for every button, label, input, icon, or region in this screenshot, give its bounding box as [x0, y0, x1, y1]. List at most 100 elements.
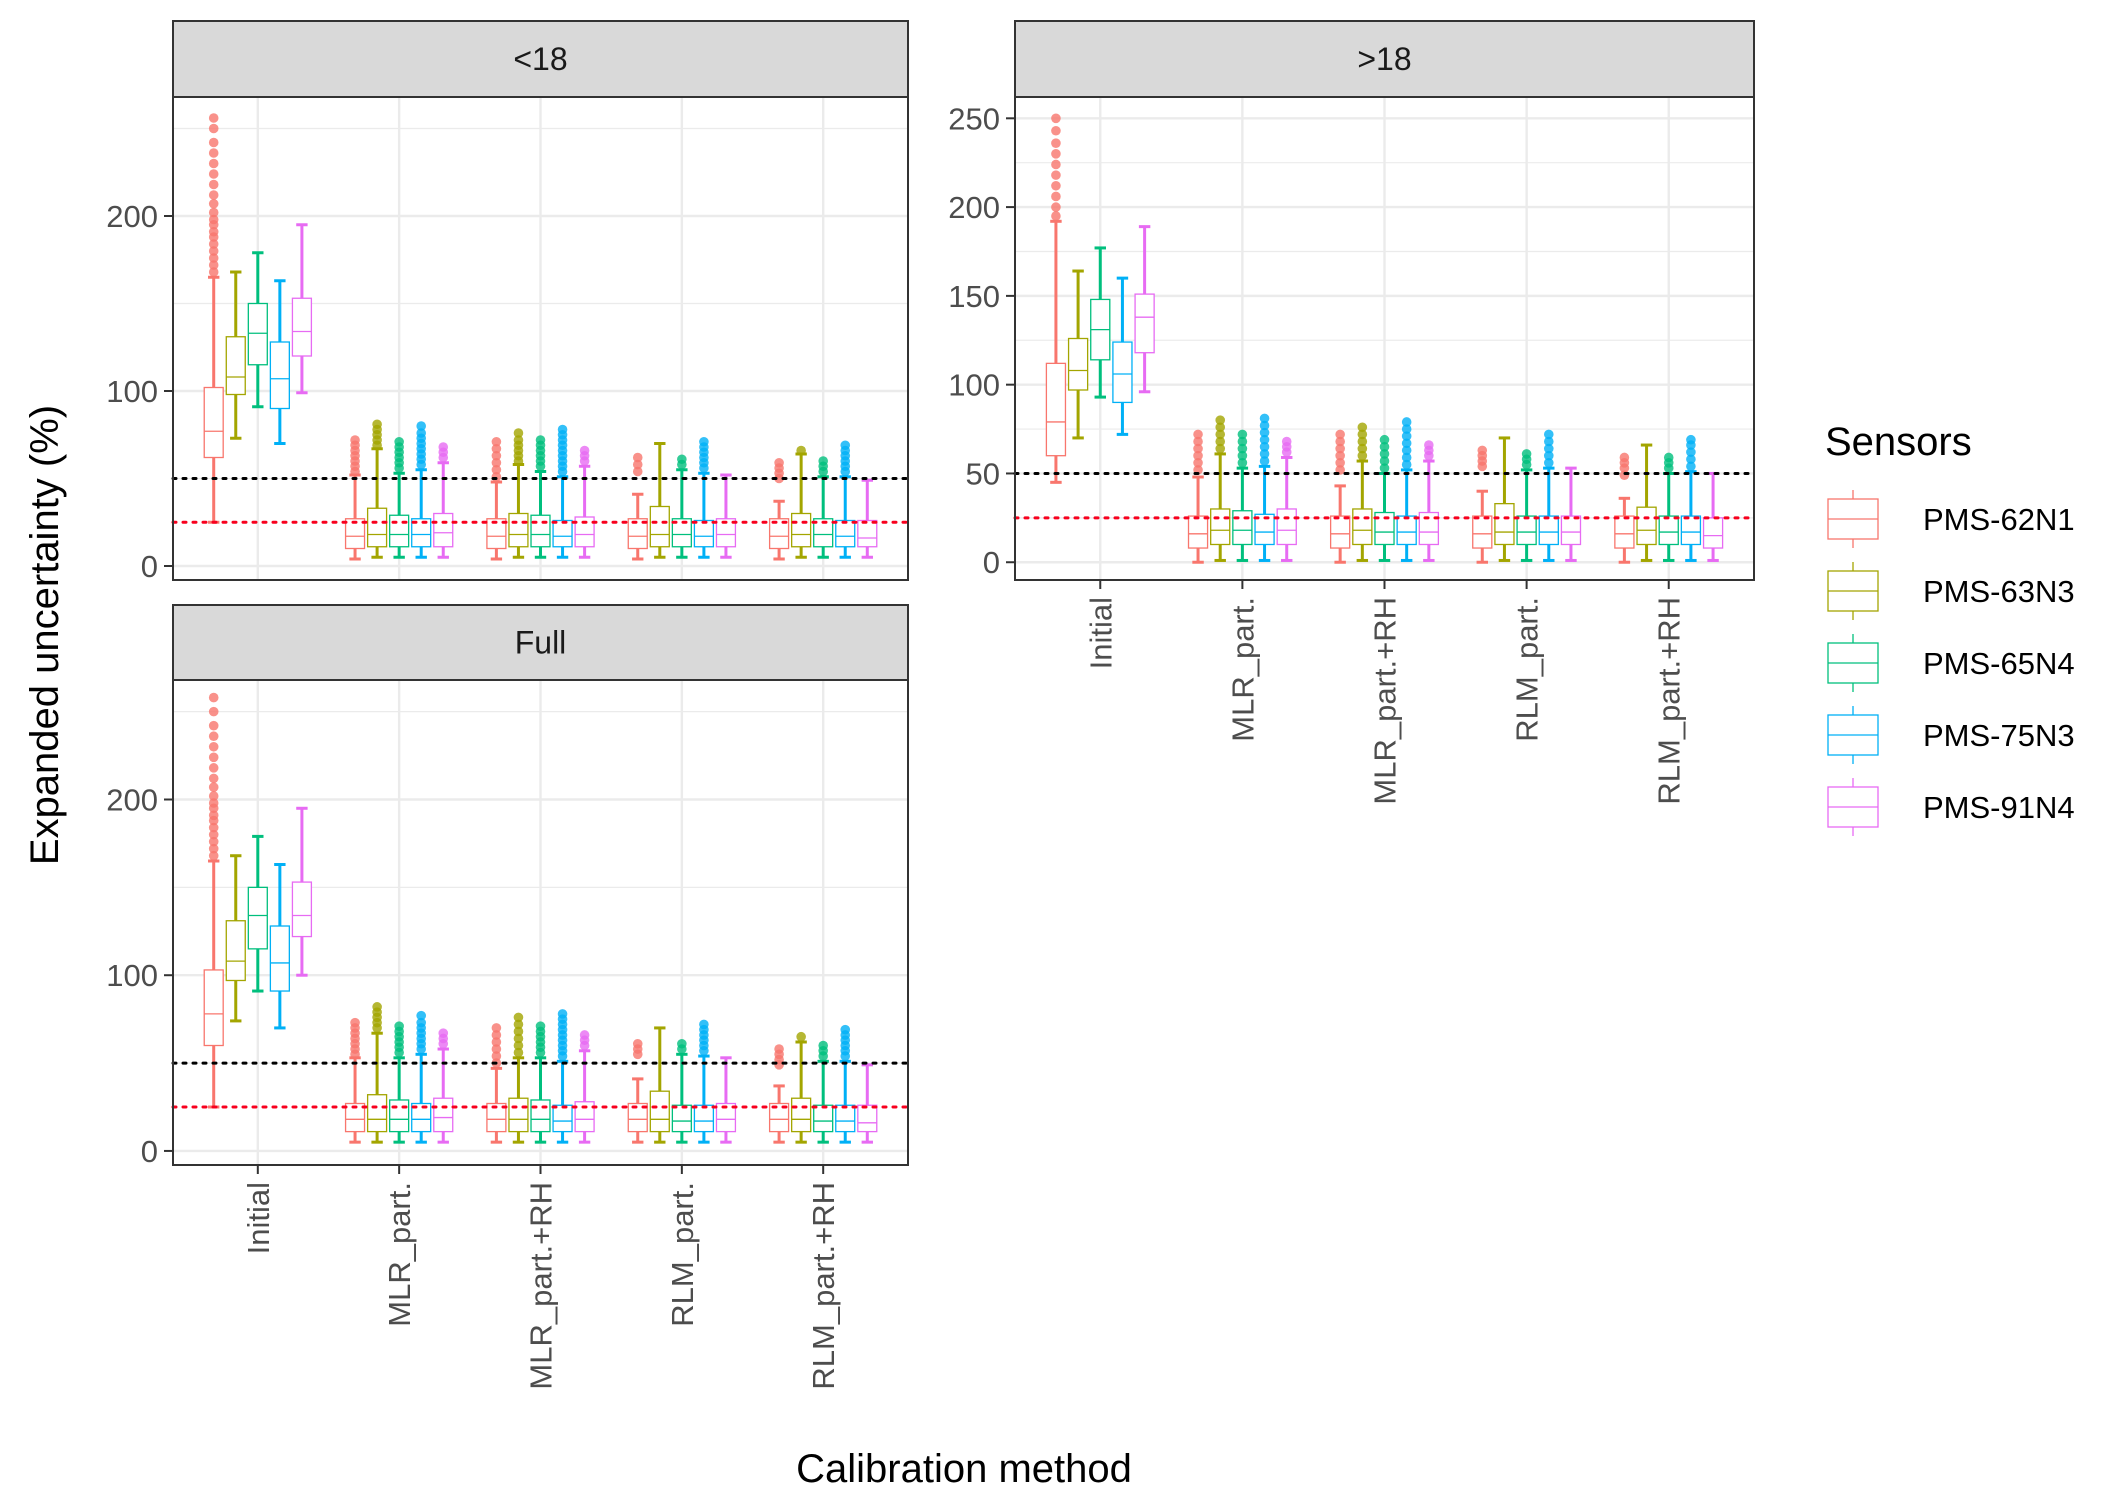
series-PMS-91N4: [291, 223, 878, 559]
box: [508, 1097, 529, 1133]
legend-item: PMS-75N3: [1827, 706, 2075, 764]
outlier-point: [208, 773, 219, 784]
boxplot: [627, 1038, 648, 1144]
boxplot: [1538, 429, 1559, 562]
outlier-point: [1379, 463, 1390, 473]
outlier-point: [1379, 449, 1390, 459]
y-tick-label: 100: [106, 958, 158, 993]
outlier-point: [208, 850, 219, 861]
boxplot: [1658, 452, 1679, 562]
boxplot: [813, 1040, 834, 1144]
series-PMS-62N1: [203, 692, 790, 1144]
box: [715, 518, 737, 548]
outlier-point: [557, 1009, 568, 1019]
outlier-point: [1357, 450, 1368, 461]
legend-label: PMS-91N4: [1923, 790, 2075, 825]
box: [1232, 510, 1253, 546]
outlier-point: [840, 440, 851, 451]
y-tick-label: 200: [106, 199, 158, 234]
legend-label: PMS-62N1: [1923, 502, 2075, 537]
outlier-point: [774, 1044, 784, 1054]
facet-strip-label: Full: [515, 625, 567, 661]
box: [813, 1104, 834, 1133]
outlier-point: [491, 1037, 502, 1047]
boxplot: [574, 445, 595, 559]
box: [1636, 506, 1657, 546]
y-tick-label: 150: [948, 279, 1000, 314]
outlier-point: [1543, 450, 1554, 461]
boxplot: [291, 223, 313, 395]
outlier-point: [394, 1021, 404, 1031]
box: [693, 519, 715, 548]
box: [225, 336, 246, 396]
outlier-point: [796, 445, 806, 456]
outlier-point: [208, 822, 219, 833]
outlier-point: [1543, 443, 1554, 454]
boxplot: [715, 473, 737, 559]
facet-strip: [172, 604, 909, 681]
outlier-point: [513, 1047, 524, 1058]
boxplot: [1134, 225, 1155, 394]
boxplot: [1516, 449, 1537, 562]
y-tick-label: 200: [106, 782, 158, 817]
facet-strip: [1014, 20, 1755, 98]
outlier-point: [208, 198, 219, 209]
outlier-point: [1619, 452, 1630, 463]
outlier-point: [632, 452, 643, 463]
boxplot: [203, 113, 224, 524]
box: [486, 1102, 507, 1133]
outlier-point: [1686, 461, 1696, 472]
outlier-point: [208, 113, 219, 123]
outlier-point: [1259, 413, 1270, 424]
outlier-point: [579, 1030, 590, 1040]
outlier-point: [1051, 191, 1061, 202]
outlier-point: [208, 731, 219, 742]
box: [389, 1099, 410, 1133]
outlier-point: [840, 1024, 851, 1035]
boxplot: [1352, 422, 1373, 562]
box: [366, 507, 388, 548]
outlier-point: [1237, 436, 1248, 447]
boxplot: [1418, 440, 1440, 562]
y-axis-title: Expanded uncertainty (%): [23, 405, 67, 865]
box: [291, 297, 313, 357]
outlier-point: [513, 428, 524, 438]
box: [627, 1102, 648, 1133]
boxplot: [1112, 276, 1133, 436]
boxplot: [411, 421, 432, 559]
outlier-point: [1357, 443, 1368, 454]
box: [1134, 293, 1155, 354]
boxplot: [1560, 466, 1582, 562]
boxplot: [1090, 246, 1111, 399]
series-PMS-62N1: [203, 113, 790, 561]
boxplot: [649, 442, 670, 559]
series-PMS-75N3: [1112, 276, 1702, 562]
outlier-point: [1379, 434, 1390, 445]
outlier-point: [513, 1033, 524, 1044]
outlier-point: [1335, 443, 1345, 454]
outlier-point: [416, 421, 427, 431]
outlier-point: [208, 829, 219, 840]
outlier-point: [1259, 449, 1270, 459]
outlier-point: [208, 239, 219, 249]
outlier-point: [1193, 458, 1203, 468]
outlier-point: [350, 1017, 360, 1028]
box: [1702, 517, 1724, 549]
outlier-point: [796, 1031, 806, 1042]
box: [269, 925, 290, 992]
boxplot: [433, 442, 454, 559]
box: [1472, 515, 1493, 549]
facet-panels: <18 0 100 200 >18 0 50 100 150 200 250 Initial MLR_p…: [106, 20, 1756, 1390]
outlier-point: [1401, 431, 1412, 441]
outlier-point: [208, 158, 219, 169]
boxplot: [1045, 113, 1067, 484]
box: [411, 518, 432, 548]
outlier-point: [774, 457, 784, 468]
outlier-point: [1379, 442, 1390, 452]
legend-label: PMS-65N4: [1923, 646, 2075, 681]
boxplot: [1494, 436, 1515, 562]
outlier-point: [1193, 429, 1203, 440]
boxplot: [247, 251, 268, 409]
boxplot: [1329, 429, 1351, 564]
